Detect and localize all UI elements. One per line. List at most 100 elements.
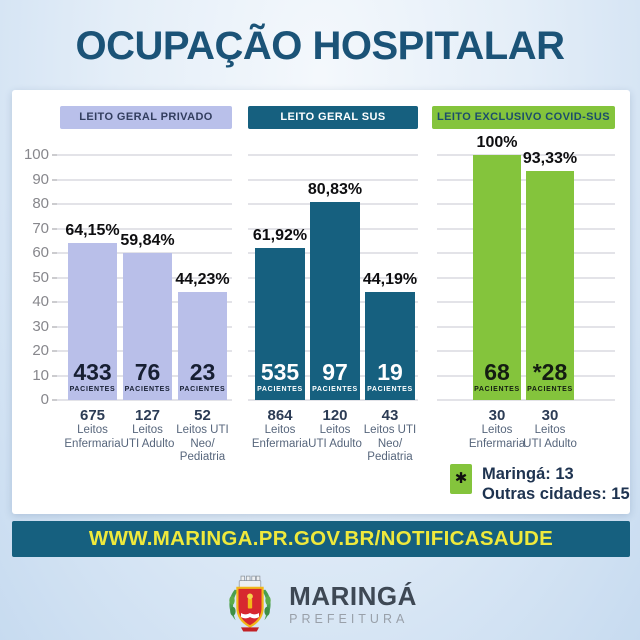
capacity-count: 52: [194, 407, 211, 424]
capacity-label: Leitos UTI Neo/ Pediatria: [176, 424, 229, 463]
footnote-line-1: Maringá: 13: [482, 465, 574, 483]
chart-2-bar-1-percent: 93,33%: [522, 150, 578, 167]
capacity-label: Leitos Enfermaria: [468, 424, 526, 450]
y-axis-tick-20: [52, 350, 59, 352]
patients-caption: PACIENTES: [474, 386, 520, 393]
patients-caption: PACIENTES: [527, 386, 573, 393]
logo-city-name: MARINGÁ: [289, 580, 417, 611]
y-axis-tick-50: [52, 276, 59, 279]
patients-count: *28: [532, 359, 568, 385]
chart-0-bar-2: 23 PACIENTES: [178, 292, 227, 400]
y-axis-tick-90: [52, 178, 59, 181]
patients-count: 23: [189, 359, 216, 385]
capacity-label: Leitos Enfermaria: [64, 424, 121, 450]
y-axis-tick-60: [52, 252, 59, 254]
chart-1-gridline-100: [248, 154, 418, 156]
capacity-count: 127: [134, 407, 161, 424]
patients-count: 19: [377, 359, 403, 385]
chart-0-gridline-80: [57, 203, 232, 205]
capacity-count: 30: [541, 407, 559, 424]
patients-caption: PACIENTES: [367, 386, 413, 393]
capacity-count: 43: [381, 407, 399, 424]
chart-1-bar-2-patients: 19 PACIENTES: [365, 359, 415, 394]
chart-2-bar-0-percent: 100%: [476, 134, 518, 151]
chart-1-bar-0-patients: 535 PACIENTES: [255, 359, 305, 394]
chart-2-bar-1-patients: *28 PACIENTES: [526, 359, 574, 394]
chart-0-gridline-100: [57, 154, 232, 156]
chart-1-bar-2: 19 PACIENTES: [365, 292, 415, 400]
y-axis-label-60: 60: [32, 244, 49, 261]
logo-text: MARINGÁ PREFEITURA: [289, 583, 417, 626]
capacity-label: Leitos UTI Adulto: [120, 424, 175, 450]
capacity-count: 120: [322, 407, 348, 424]
charts-card: ✱ Maringá: 13 Outras cidades: 15 100 90 80…: [12, 90, 630, 514]
capacity-count: 864: [267, 407, 293, 424]
y-axis-tick-0: [52, 399, 59, 401]
chart-1-bar-2-capacity: 43 Leitos UTI Neo/ Pediatria: [342, 408, 438, 465]
y-axis-label-100: 100: [23, 146, 49, 163]
patients-caption: PACIENTES: [179, 386, 226, 393]
chart-2-bar-1: *28 PACIENTES: [526, 171, 574, 400]
chart-0-bar-2-patients: 23 PACIENTES: [178, 359, 227, 394]
ribbon: [241, 627, 260, 632]
page-title: OCUPAÇÃO HOSPITALAR: [75, 24, 565, 68]
chart-2-bar-1-capacity: 30 Leitos UTI Adulto: [502, 408, 598, 451]
y-axis-label-40: 40: [32, 293, 49, 310]
y-axis-label-90: 90: [32, 170, 49, 188]
y-axis-tick-10: [52, 374, 59, 377]
capacity-label: Leitos UTI Adulto: [523, 424, 577, 450]
capacity-label: Leitos UTI Adulto: [308, 424, 362, 450]
chart-2-gridline-0: [437, 399, 615, 401]
capacity-count: 30: [488, 407, 506, 424]
footnote: ✱ Maringá: 13 Outras cidades: 15: [450, 464, 630, 504]
chart-0-gridline-0: [57, 399, 232, 401]
chart-0-bar-0-capacity: 675 Leitos Enfermaria: [45, 408, 141, 451]
chart-1-bar-0: 535 PACIENTES: [255, 248, 305, 400]
patients-count: 68: [484, 359, 510, 385]
chart-0-bar-2-percent: 44,23%: [175, 271, 230, 288]
chart-1-gridline-90: [248, 178, 418, 181]
city-logo: MARINGÁ PREFEITURA: [0, 570, 640, 638]
chart-1-gridline-0: [248, 399, 418, 401]
patients-caption: PACIENTES: [257, 386, 303, 393]
y-axis-label-30: 30: [32, 317, 49, 335]
chart-1-bar-1: 97 PACIENTES: [310, 202, 360, 400]
chart-0-gridline-70: [57, 227, 232, 230]
footnote-text: Maringá: 13 Outras cidades: 15: [482, 464, 630, 504]
y-axis-tick-40: [52, 301, 59, 303]
chart-1-bar-1-capacity: 120 Leitos UTI Adulto: [287, 408, 383, 451]
patients-caption: PACIENTES: [69, 386, 116, 393]
chart-0-bar-1-patients: 76 PACIENTES: [123, 359, 172, 394]
y-axis-label-10: 10: [32, 366, 49, 384]
chart-2-gridline-100: [437, 154, 615, 156]
chart-0-bar-0: 433 PACIENTES: [68, 243, 117, 400]
chart-0-bar-2-capacity: 52 Leitos UTI Neo/ Pediatria: [155, 408, 251, 465]
chart-1-bar-1-patients: 97 PACIENTES: [310, 361, 360, 394]
logo-subtitle: PREFEITURA: [289, 611, 409, 626]
patients-caption: PACIENTES: [312, 386, 358, 393]
coat-of-arms-icon: [229, 575, 271, 632]
mural-crown: [238, 575, 262, 589]
chart-0-header: LEITO GERAL PRIVADO: [60, 106, 232, 129]
chart-2-bar-0-patients: 68 PACIENTES: [473, 359, 521, 394]
y-axis-label-50: 50: [32, 268, 49, 286]
capacity-label: Leitos UTI Neo/ Pediatria: [363, 424, 417, 463]
chart-1-bar-0-percent: 61,92%: [252, 227, 308, 244]
asterisk-legend-icon: ✱: [450, 464, 472, 494]
chart-0-bar-1: 76 PACIENTES: [123, 253, 172, 400]
url-banner: WWW.MARINGA.PR.GOV.BR/NOTIFICASAUDE: [12, 521, 630, 557]
chart-1-header: LEITO GERAL SUS: [248, 106, 418, 129]
chart-0-bar-1-capacity: 127 Leitos UTI Adulto: [100, 408, 196, 451]
footnote-line-2: Outras cidades: 15: [482, 485, 630, 503]
chart-0-bar-0-percent: 64,15%: [65, 222, 120, 239]
chart-2-bar-0-capacity: 30 Leitos Enfermaria: [449, 408, 545, 451]
patients-count: 535: [260, 359, 300, 385]
y-axis-label-80: 80: [32, 195, 49, 212]
chart-1-bar-0-capacity: 864 Leitos Enfermaria: [232, 408, 328, 451]
chart-0-bar-0-patients: 433 PACIENTES: [68, 361, 117, 394]
chart-1-bar-1-percent: 80,83%: [307, 181, 363, 198]
patients-count: 76: [134, 359, 161, 385]
y-axis-label-20: 20: [32, 342, 49, 359]
y-axis-tick-70: [52, 227, 59, 230]
